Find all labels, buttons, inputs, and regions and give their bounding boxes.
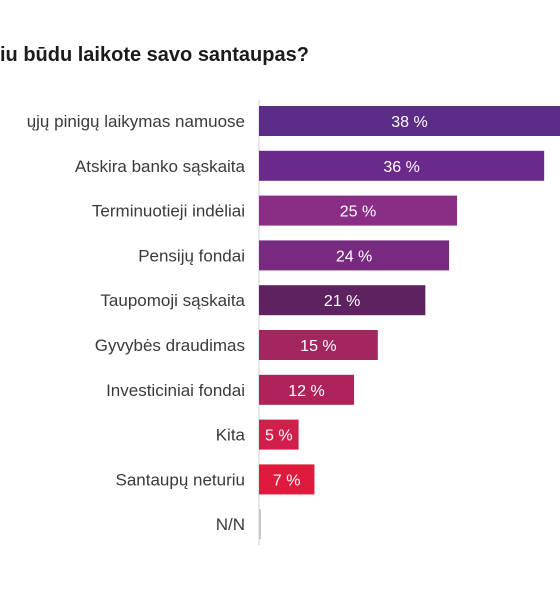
category-label: Investiciniai fondai [106,381,245,400]
category-label: ųjų pinigų laikymas namuose [27,112,245,131]
data-label: 38 % [391,114,427,131]
data-label: 7 % [273,472,301,489]
chart-title: iu būdu laikote savo santaupas? [0,44,309,66]
data-label: 21 % [324,293,360,310]
category-label: Atskira banko sąskaita [75,157,246,176]
data-label: 24 % [336,248,372,265]
bar [259,285,426,316]
bar [259,195,458,226]
data-label: 15 % [300,338,336,355]
bar [259,509,261,540]
bar [259,106,560,136]
bar [259,464,315,495]
data-label: 5 % [265,428,293,445]
bars-group: ųjų pinigų laikymas namuose 38 % Atskira b… [27,106,560,540]
data-label: 36 % [383,159,419,176]
category-label: Taupomoji sąskaita [100,291,245,310]
category-label: N/N [216,515,245,534]
category-label: Kita [216,426,246,445]
title-area: iu būdu laikote savo santaupas? [0,0,560,90]
data-label: 25 % [340,204,376,221]
category-label: Pensijų fondai [138,246,245,265]
data-label: 12 % [288,383,324,400]
bar [259,150,545,181]
bar [259,330,378,360]
bar [259,240,450,271]
category-label: Terminuotieji indėliai [92,202,245,221]
category-label: Santaupų neturiu [116,470,246,489]
bar [259,374,355,405]
bar [259,419,299,450]
category-label: Gyvybės draudimas [95,336,245,355]
